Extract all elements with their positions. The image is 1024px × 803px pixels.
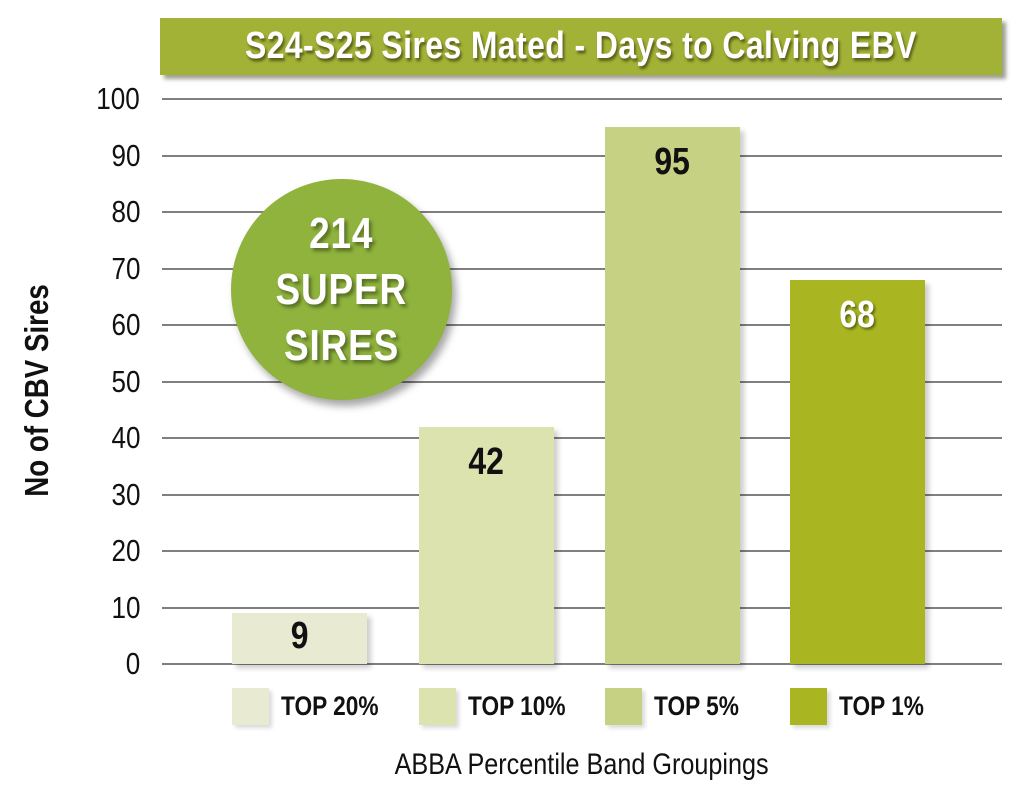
gridline	[162, 211, 1002, 213]
bar-value-label: 42	[468, 440, 505, 483]
gridline	[162, 154, 1002, 157]
bar-top-10: 42	[419, 426, 554, 664]
bar-top-5: 95	[605, 127, 740, 664]
gridline	[162, 380, 1002, 383]
y-tick-label: 40	[111, 420, 140, 455]
legend-item-top-20: TOP 20%	[232, 688, 397, 725]
legend-item-top-1: TOP 1%	[790, 688, 940, 725]
y-tick-label: 0	[125, 646, 140, 681]
legend-swatch	[790, 688, 827, 725]
legend-swatch	[605, 688, 642, 725]
x-axis-title: ABBA Percentile Band Groupings	[394, 748, 770, 781]
y-tick-label: 20	[111, 533, 140, 568]
badge-word-super: SUPER	[275, 264, 408, 314]
bar-top-1: 68	[790, 279, 925, 664]
gridline	[162, 550, 1002, 552]
gridline	[162, 606, 1002, 609]
badge-word-sires: SIRES	[283, 320, 400, 370]
gridline	[162, 437, 1002, 439]
y-tick-label: 30	[111, 476, 140, 512]
legend-item-top-10: TOP 10%	[419, 688, 584, 725]
y-tick-label: 70	[111, 250, 140, 286]
bar-value-label: 95	[654, 141, 691, 184]
bar-top-20: 9	[232, 613, 367, 664]
gridline	[162, 663, 1002, 665]
gridline	[162, 267, 1002, 270]
legend-item-top-5: TOP 5%	[605, 688, 755, 725]
bar-value-label: 68	[839, 293, 876, 336]
y-tick-label: 90	[111, 137, 140, 173]
chart-title-banner: S24-S25 Sires Mated - Days to Calving EB…	[160, 18, 1002, 75]
chart-title: S24-S25 Sires Mated - Days to Calving EB…	[245, 25, 917, 67]
gridline	[162, 98, 1002, 100]
gridline	[162, 493, 1002, 496]
badge-count: 214	[309, 208, 374, 258]
legend-swatch	[232, 688, 269, 725]
gridline	[162, 324, 1002, 326]
legend-label: TOP 5%	[654, 691, 739, 721]
legend-swatch	[419, 688, 456, 725]
y-tick-label: 100	[96, 81, 140, 116]
y-tick-label: 50	[111, 363, 140, 399]
y-tick-label: 60	[111, 307, 140, 342]
bar-value-label: 9	[290, 615, 309, 658]
legend-label: TOP 10%	[468, 691, 566, 721]
y-tick-label: 80	[111, 194, 140, 229]
legend-label: TOP 20%	[281, 691, 379, 721]
super-sires-badge: 214 SUPER SIRES	[231, 179, 452, 400]
y-tick-label: 10	[111, 589, 140, 625]
legend-label: TOP 1%	[839, 691, 924, 721]
